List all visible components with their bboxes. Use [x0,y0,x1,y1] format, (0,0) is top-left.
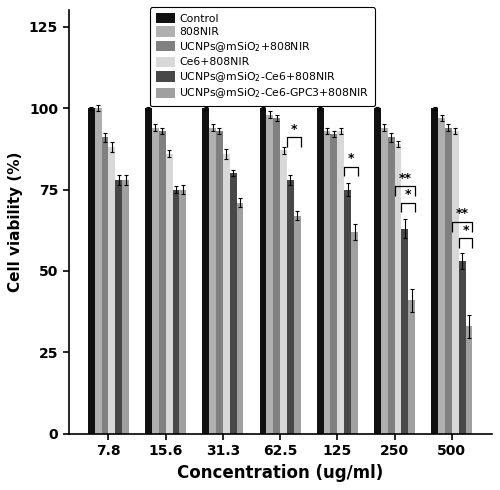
Bar [145,108,152,434]
Text: **: ** [456,207,468,220]
Bar [88,108,94,434]
Bar [108,147,116,434]
Bar [102,137,108,434]
Bar [230,173,236,434]
Bar [180,190,186,434]
Bar [408,300,415,434]
Bar [122,180,129,434]
Bar [394,144,402,434]
Text: *: * [462,224,469,237]
Bar [330,134,338,434]
Legend: Control, 808NIR, UCNPs@mSiO$_2$+808NIR, Ce6+808NIR, UCNPs@mSiO$_2$-Ce6+808NIR, U: Control, 808NIR, UCNPs@mSiO$_2$+808NIR, … [150,7,375,106]
Text: *: * [348,152,354,165]
Bar [166,154,172,434]
Text: *: * [405,188,411,201]
Bar [458,261,466,434]
Y-axis label: Cell viability (%): Cell viability (%) [8,152,24,292]
Text: **: ** [398,172,411,185]
Bar [260,108,266,434]
X-axis label: Concentration (ug/ml): Concentration (ug/ml) [177,464,383,482]
Bar [381,128,388,434]
Bar [280,150,287,434]
Bar [431,108,438,434]
Bar [159,131,166,434]
Bar [209,128,216,434]
Bar [388,137,394,434]
Bar [287,180,294,434]
Bar [266,115,273,434]
Bar [202,108,209,434]
Text: *: * [290,123,297,136]
Bar [216,131,223,434]
Bar [402,229,408,434]
Bar [172,190,180,434]
Bar [236,202,244,434]
Bar [273,118,280,434]
Bar [374,108,381,434]
Bar [338,131,344,434]
Bar [152,128,159,434]
Bar [438,118,445,434]
Bar [223,154,230,434]
Bar [466,326,472,434]
Bar [316,108,324,434]
Bar [94,108,102,434]
Bar [445,128,452,434]
Bar [344,190,351,434]
Bar [324,131,330,434]
Bar [294,216,300,434]
Bar [452,131,458,434]
Bar [116,180,122,434]
Bar [351,232,358,434]
